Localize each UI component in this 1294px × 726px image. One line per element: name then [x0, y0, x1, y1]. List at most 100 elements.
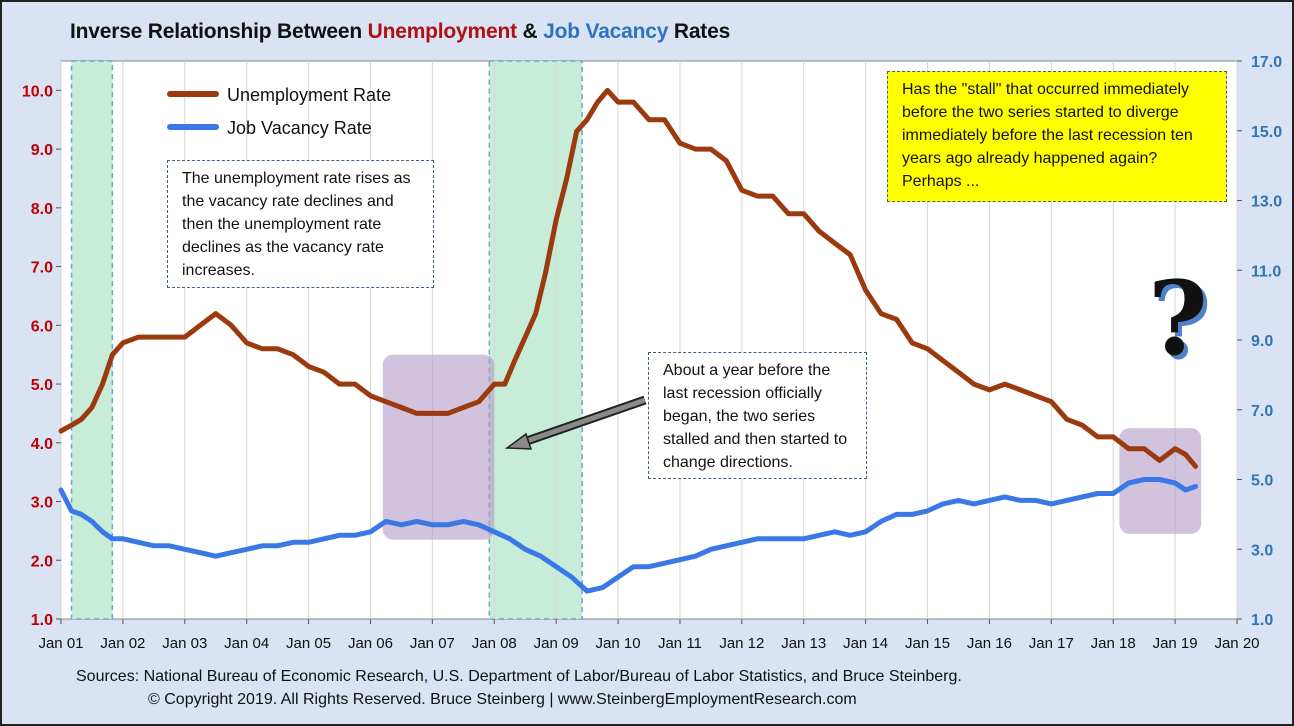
vacancy-point: [663, 561, 666, 565]
vacancy-point: [1096, 492, 1100, 495]
vacancy-point: [802, 537, 806, 541]
vacancy-point: [1184, 488, 1188, 492]
unemployment-point: [1034, 394, 1038, 398]
x-tick-label: Jan 15: [905, 635, 950, 652]
unemployment-point: [399, 406, 403, 409]
unemployment-point: [338, 382, 341, 386]
stall-region-1: [382, 354, 495, 540]
vacancy-point: [461, 519, 465, 523]
copyright-text: © Copyright 2019. All Rights Reserved. B…: [148, 691, 857, 708]
vacancy-point: [895, 512, 899, 516]
unemployment-point: [786, 212, 790, 216]
legend-label-unemployment: Unemployment Rate: [227, 85, 391, 105]
unemployment-point: [492, 382, 496, 386]
x-tick-label: Jan 12: [719, 635, 764, 652]
title-prefix: Inverse Relationship Between: [70, 20, 368, 43]
vacancy-point: [229, 551, 233, 555]
unemployment-point: [879, 312, 883, 316]
plot-area: [60, 60, 1238, 620]
left-tick-label: 9.0: [31, 142, 53, 159]
x-axis-ticks: Jan 01 Jan 02 Jan 03 Jan 04 Jan 05 Jan 06 Jan …: [38, 619, 1260, 652]
unemployment-point: [307, 364, 311, 368]
vacancy-point: [817, 533, 821, 537]
unemployment-point: [771, 194, 775, 198]
unemployment-point: [260, 347, 264, 351]
x-tick-label: Jan 13: [781, 635, 826, 652]
unemployment-point: [79, 417, 83, 421]
recession-band-1: [70, 60, 114, 620]
sources-text: Sources: National Bureau of Economic Res…: [76, 668, 962, 685]
left-tick-label: 5.0: [31, 377, 53, 394]
vacancy-point: [399, 523, 403, 527]
unemployment-point: [817, 229, 821, 233]
vacancy-point: [647, 565, 651, 569]
unemployment-point: [183, 335, 187, 339]
vacancy-point: [833, 530, 837, 534]
vacancy-point: [786, 537, 790, 541]
vacancy-point: [245, 547, 249, 551]
unemployment-point: [477, 400, 481, 404]
title-job-vacancy: Job Vacancy: [543, 20, 669, 43]
vacancy-point: [59, 488, 63, 492]
unemployment-point: [110, 353, 114, 357]
vacancy-point: [167, 544, 171, 548]
left-tick-label: 2.0: [31, 553, 53, 570]
right-axis-ticks: 1.0 3.0 5.0 7.0 9.0 11.0 13.0 15.0 17.0: [1237, 54, 1282, 629]
title-mid: &: [516, 20, 544, 43]
unemployment-point: [693, 147, 697, 151]
unemployment-point: [446, 411, 450, 415]
right-tick-label: 3.0: [1251, 542, 1273, 559]
unemployment-point: [1018, 388, 1022, 392]
vacancy-point: [214, 554, 218, 558]
unemployment-point: [513, 359, 517, 363]
vacancy-point: [384, 519, 388, 523]
vacancy-point: [369, 530, 372, 534]
right-tick-label: 11.0: [1251, 263, 1281, 280]
left-axis-ticks: 1.0 2.0 3.0 4.0 5.0 6.0 7.0 8.0 9.0 10.0: [22, 83, 61, 629]
left-tick-label: 1.0: [31, 612, 53, 629]
vacancy-point: [353, 533, 357, 537]
unemployment-point: [848, 253, 852, 257]
vacancy-point: [198, 551, 202, 555]
x-tick-label: Jan 20: [1214, 635, 1259, 652]
unemployment-point: [1184, 453, 1188, 456]
vacancy-point: [415, 519, 419, 523]
unemployment-point: [755, 194, 759, 198]
right-tick-label: 5.0: [1251, 473, 1273, 490]
vacancy-point: [291, 540, 295, 544]
unemployment-point: [740, 188, 744, 192]
unemployment-point: [565, 177, 569, 180]
x-tick-label: Jan 07: [410, 635, 455, 652]
vacancy-point: [972, 502, 976, 506]
question-mark-icon: ?: [1148, 259, 1208, 379]
vacancy-point: [136, 540, 140, 544]
x-tick-label: Jan 19: [1153, 635, 1198, 652]
unemployment-point: [1111, 435, 1115, 439]
unemployment-point: [101, 382, 104, 386]
unemployment-point: [663, 118, 666, 122]
vacancy-point: [1194, 485, 1197, 488]
unemployment-point: [369, 394, 372, 398]
vacancy-point: [724, 544, 728, 548]
unemployment-point: [833, 241, 837, 245]
x-tick-label: Jan 08: [472, 635, 517, 652]
unemployment-point: [1003, 382, 1007, 386]
unemployment-point: [1065, 417, 1069, 421]
unemployment-point: [152, 335, 156, 339]
vacancy-point: [632, 565, 635, 569]
right-tick-label: 9.0: [1251, 333, 1273, 350]
unemployment-point: [709, 147, 713, 151]
unemployment-point: [972, 382, 976, 386]
x-tick-label: Jan 04: [224, 635, 269, 652]
right-tick-label: 1.0: [1251, 612, 1273, 629]
chart-title: Inverse Relationship Between Unemploymen…: [70, 20, 730, 44]
unemployment-point: [1194, 464, 1197, 468]
vacancy-point: [616, 575, 620, 579]
unemployment-point: [214, 312, 218, 316]
vacancy-point: [926, 509, 929, 513]
x-tick-label: Jan 01: [38, 635, 83, 652]
unemployment-point: [167, 335, 171, 339]
vacancy-point: [508, 537, 512, 541]
recession-bands: [70, 60, 583, 620]
vacancy-point: [1065, 498, 1069, 502]
